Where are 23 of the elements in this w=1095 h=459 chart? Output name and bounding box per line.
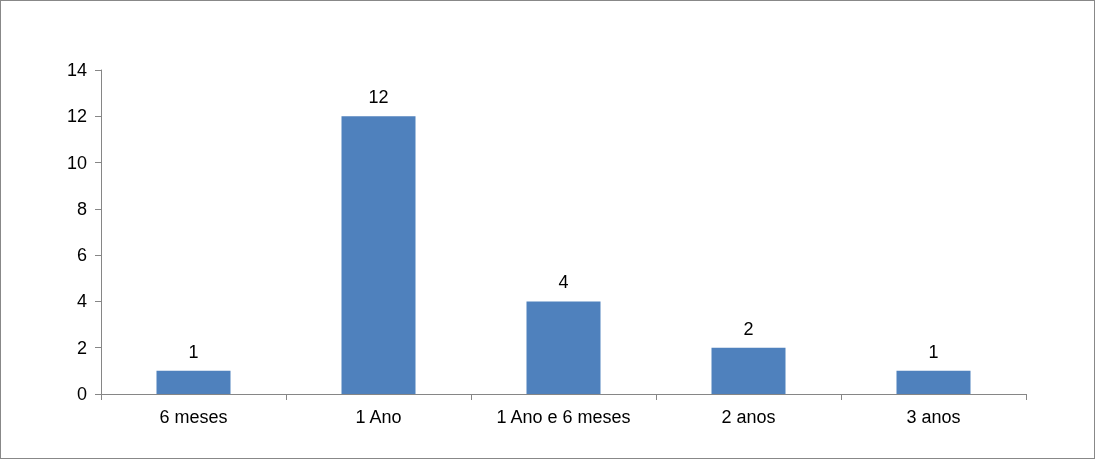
y-tick-label: 2 [76, 337, 87, 358]
x-tick-label: 1 Ano [355, 407, 402, 427]
x-tick-label: 6 meses [159, 407, 228, 427]
bar [156, 370, 231, 394]
data-label: 12 [368, 87, 389, 108]
data-label: 1 [928, 341, 939, 362]
y-tick-label: 4 [76, 291, 87, 312]
data-label: 4 [558, 272, 569, 293]
bar [896, 370, 971, 394]
y-tick-label: 6 [76, 245, 87, 266]
data-label: 1 [188, 341, 199, 362]
bar [341, 116, 416, 394]
y-tick-label: 10 [66, 152, 87, 173]
y-tick-label: 12 [66, 106, 87, 127]
y-tick-label: 0 [76, 384, 87, 404]
data-label: 2 [743, 318, 754, 339]
y-tick-label: 14 [66, 60, 87, 80]
x-tick-label: 1 Ano e 6 meses [496, 407, 631, 427]
y-tick-label: 8 [76, 198, 87, 219]
bar [526, 301, 601, 394]
x-tick-label: 2 anos [721, 407, 776, 427]
bar [711, 347, 786, 394]
x-tick-label: 3 anos [906, 407, 961, 427]
